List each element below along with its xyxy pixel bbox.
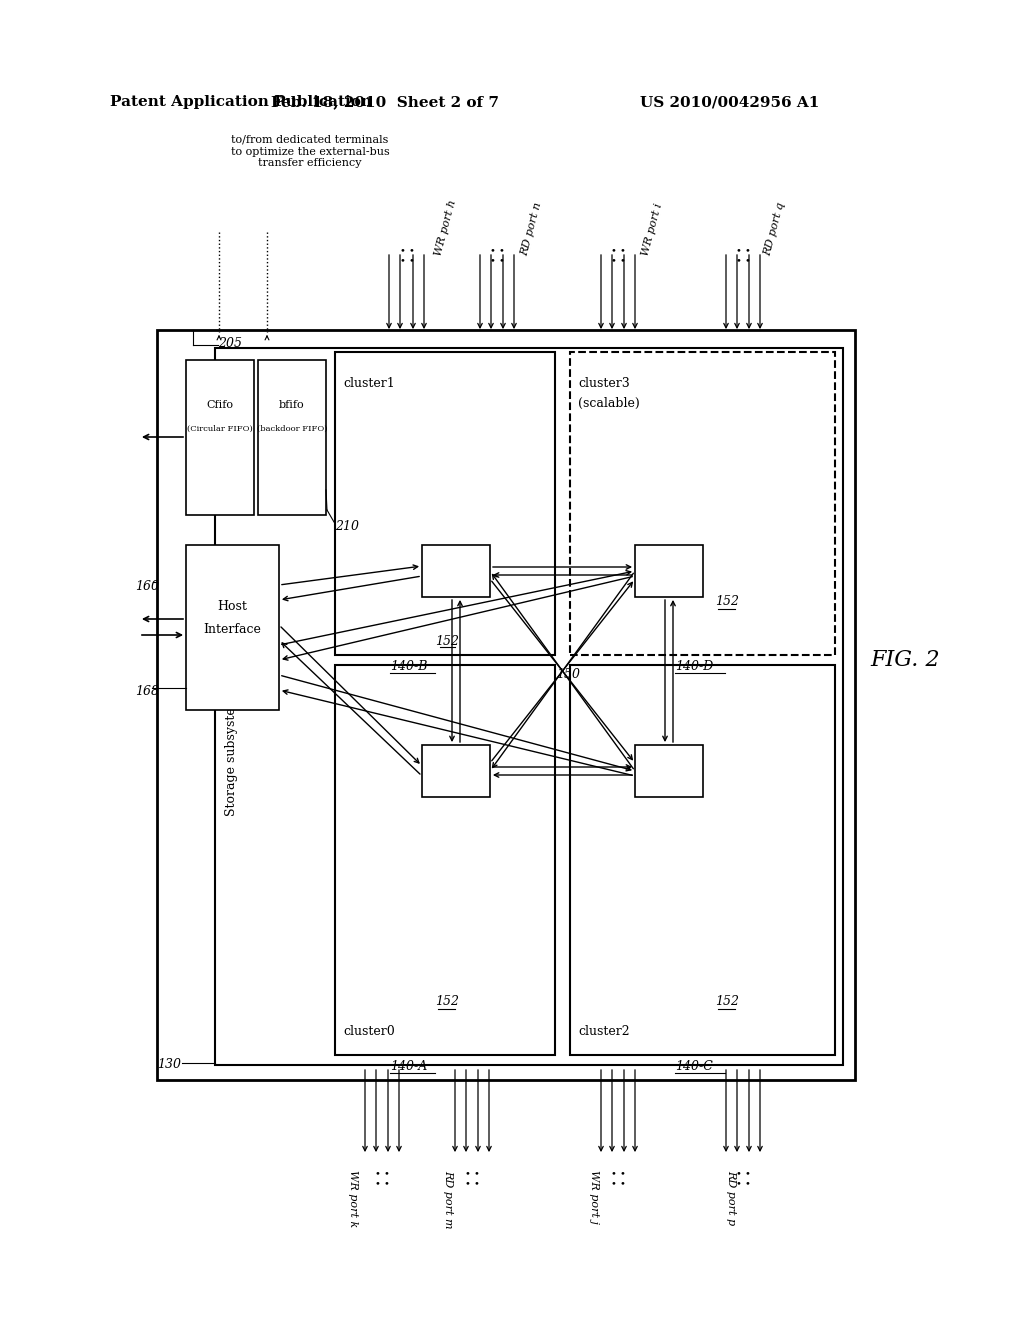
Text: 205: 205	[218, 337, 242, 350]
Text: 160: 160	[135, 579, 159, 593]
Text: 152: 152	[715, 595, 739, 609]
Text: bfifo: bfifo	[280, 400, 305, 411]
Bar	[570, 352, 835, 655]
Text: 130: 130	[157, 1059, 181, 1071]
Bar	[157, 330, 855, 1080]
Text: 168: 168	[135, 685, 159, 698]
Text: cluster2: cluster2	[578, 1026, 630, 1038]
Bar	[335, 352, 555, 655]
Text: to/from dedicated terminals
to optimize the external-bus
transfer efficiency: to/from dedicated terminals to optimize …	[230, 135, 389, 168]
Text: WR port j: WR port j	[589, 1170, 599, 1224]
Text: RD port m: RD port m	[443, 1170, 453, 1229]
Text: cluster0: cluster0	[343, 1026, 394, 1038]
Text: WR port k: WR port k	[348, 1170, 358, 1228]
Text: 140-D: 140-D	[675, 660, 714, 673]
Bar	[635, 545, 703, 597]
Bar	[422, 545, 490, 597]
Text: US 2010/0042956 A1: US 2010/0042956 A1	[640, 95, 819, 110]
Text: • •
• •: • • • •	[610, 1170, 626, 1189]
Text: 152: 152	[435, 995, 459, 1008]
Bar	[258, 360, 326, 515]
Text: Host: Host	[217, 601, 247, 612]
Text: 210: 210	[335, 520, 359, 533]
Text: Storage subsystem: Storage subsystem	[224, 696, 238, 816]
Text: WR port i: WR port i	[640, 202, 664, 257]
Bar	[215, 348, 843, 1065]
Text: • •
• •: • • • •	[735, 1170, 751, 1189]
Text: RD port p: RD port p	[726, 1170, 736, 1225]
Bar	[186, 545, 279, 710]
Text: Patent Application Publication: Patent Application Publication	[110, 95, 372, 110]
Text: 140-A: 140-A	[390, 1060, 427, 1073]
Text: • •
• •: • • • •	[465, 1170, 479, 1189]
Text: 150: 150	[556, 668, 580, 681]
Text: RD port q: RD port q	[763, 201, 786, 257]
Text: 152: 152	[715, 995, 739, 1008]
Text: (backdoor FIFO): (backdoor FIFO)	[257, 425, 328, 433]
Bar	[422, 744, 490, 797]
Text: • •
• •: • • • •	[489, 247, 505, 267]
Text: cluster3: cluster3	[578, 378, 630, 389]
Text: 140-C: 140-C	[675, 1060, 713, 1073]
Text: (Circular FIFO): (Circular FIFO)	[187, 425, 253, 433]
Text: hub: hub	[444, 763, 468, 776]
Text: 152: 152	[435, 635, 459, 648]
Text: Feb. 18, 2010  Sheet 2 of 7: Feb. 18, 2010 Sheet 2 of 7	[271, 95, 499, 110]
Text: (scalable): (scalable)	[578, 397, 640, 411]
Bar	[186, 360, 254, 515]
Text: • •
• •: • • • •	[610, 247, 626, 267]
Text: hub: hub	[657, 763, 681, 776]
Text: • •
• •: • • • •	[399, 247, 415, 267]
Text: hub: hub	[444, 564, 468, 576]
Text: RD port n: RD port n	[520, 201, 544, 257]
Bar	[635, 744, 703, 797]
Text: • •
• •: • • • •	[375, 1170, 389, 1189]
Text: 140-B: 140-B	[390, 660, 427, 673]
Text: • •
• •: • • • •	[735, 247, 751, 267]
Bar	[335, 665, 555, 1055]
Text: Cfifo: Cfifo	[207, 400, 233, 411]
Text: WR port h: WR port h	[433, 199, 458, 257]
Text: cluster1: cluster1	[343, 378, 394, 389]
Bar	[570, 665, 835, 1055]
Text: hub: hub	[657, 564, 681, 576]
Text: FIG. 2: FIG. 2	[870, 649, 940, 671]
Text: Interface: Interface	[203, 623, 261, 636]
